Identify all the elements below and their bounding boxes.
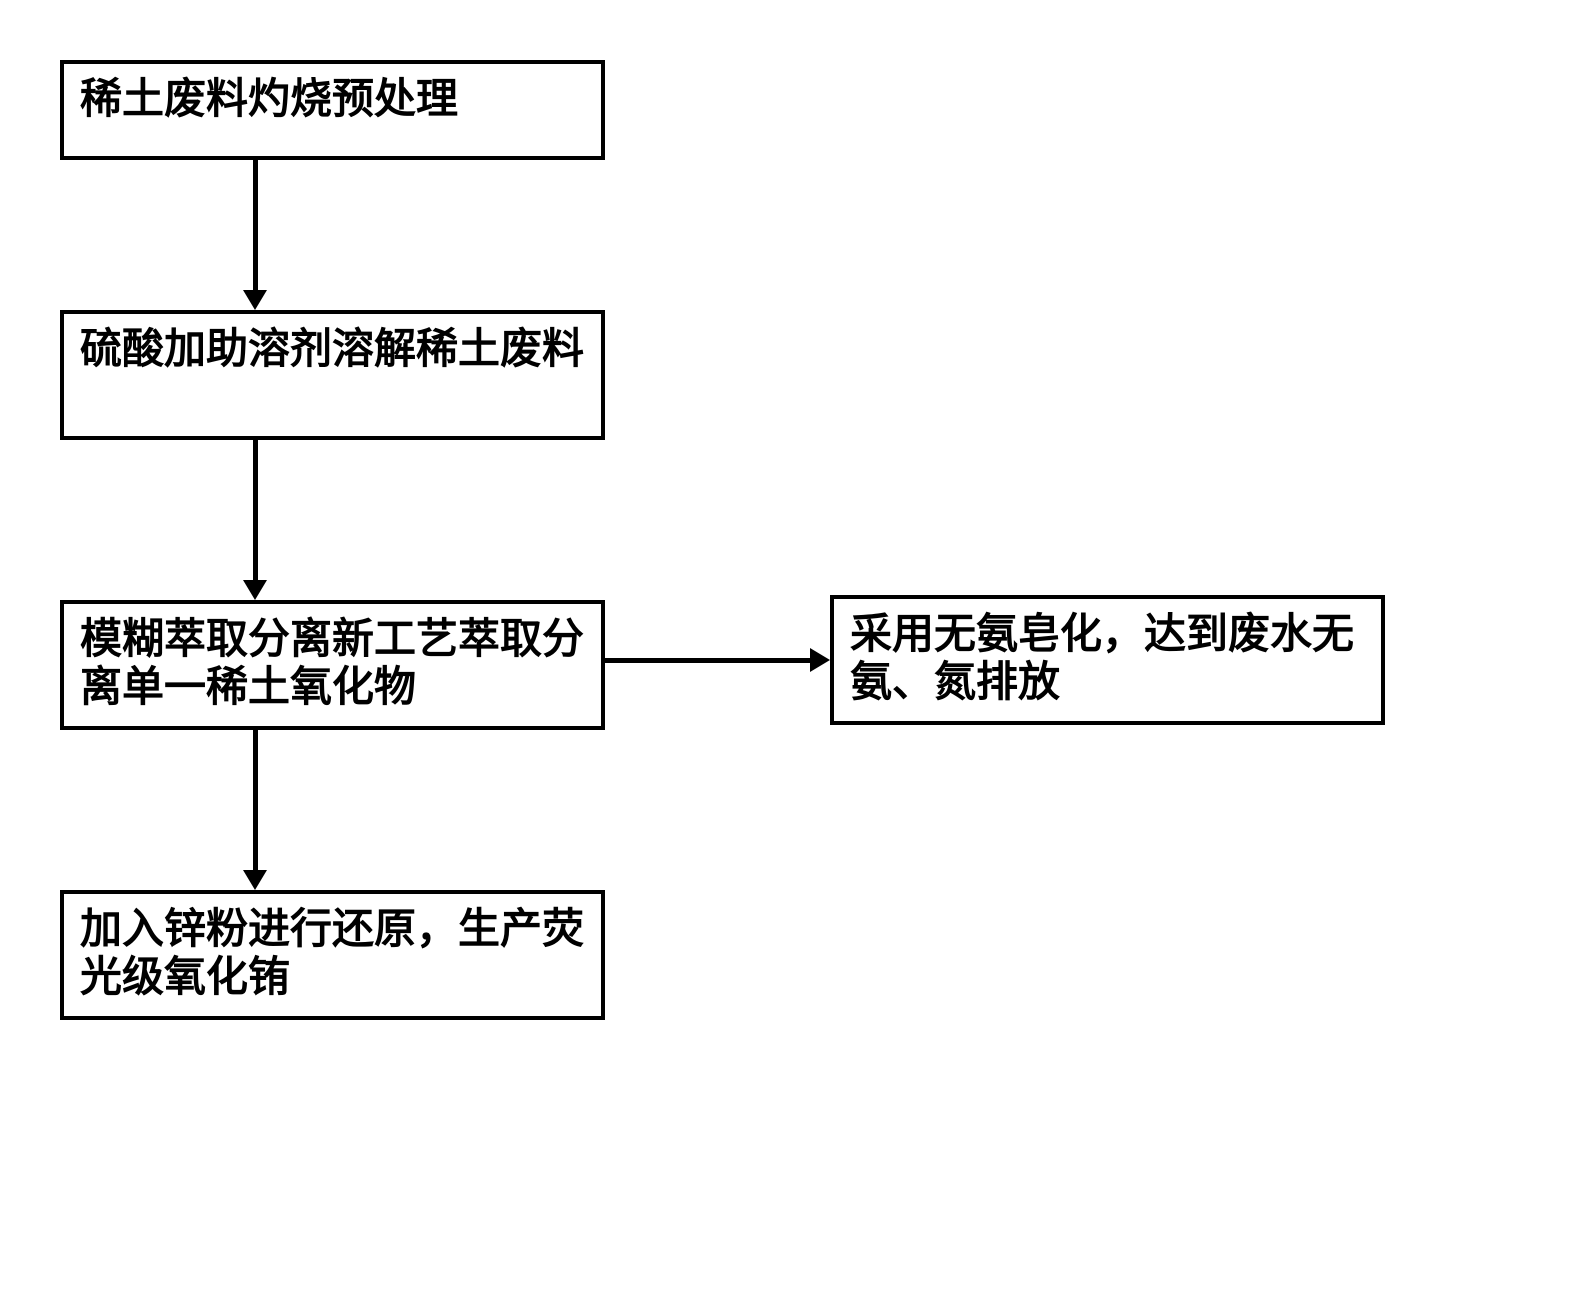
flowchart-container: 稀土废料灼烧预处理 硫酸加助溶剂溶解稀土废料 模糊萃取分离新工艺萃取分离单一稀土… [0,0,1591,1300]
flow-node-extraction: 模糊萃取分离新工艺萃取分离单一稀土氧化物 [60,600,605,730]
edge-n3-n5 [605,658,810,663]
flow-node-dissolve: 硫酸加助溶剂溶解稀土废料 [60,310,605,440]
node-label: 硫酸加助溶剂溶解稀土废料 [80,327,584,373]
flow-node-saponification: 采用无氨皂化，达到废水无氨、氮排放 [830,595,1385,725]
edge-n2-n3 [253,440,258,580]
edge-n2-n3-head [243,580,267,600]
flow-node-pretreatment: 稀土废料灼烧预处理 [60,60,605,160]
edge-n1-n2 [253,160,258,290]
node-label: 稀土废料灼烧预处理 [80,77,458,123]
edge-n1-n2-head [243,290,267,310]
edge-n3-n4 [253,730,258,870]
edge-n3-n4-head [243,870,267,890]
node-label: 采用无氨皂化，达到废水无氨、氮排放 [850,612,1354,706]
edge-n3-n5-head [810,648,830,672]
flow-node-reduction: 加入锌粉进行还原，生产荧光级氧化铕 [60,890,605,1020]
node-label: 模糊萃取分离新工艺萃取分离单一稀土氧化物 [80,617,584,711]
node-label: 加入锌粉进行还原，生产荧光级氧化铕 [80,907,584,1001]
